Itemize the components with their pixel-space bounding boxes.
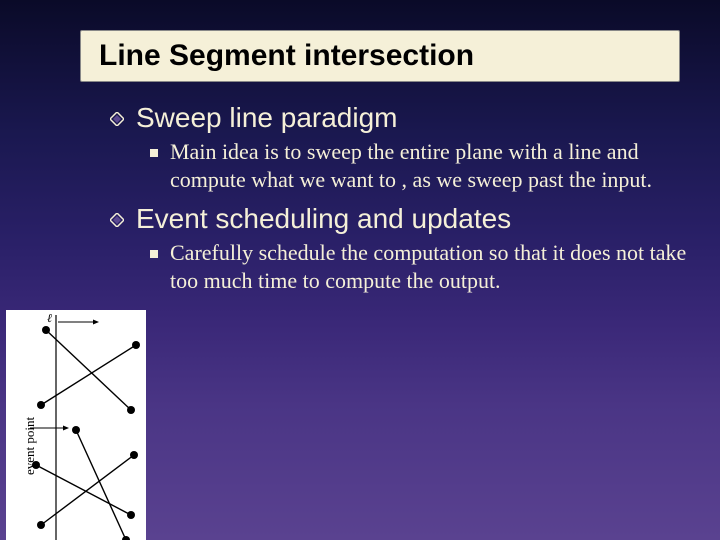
slide-title: Line Segment intersection — [99, 39, 661, 73]
bullet-level2: Carefully schedule the computation so th… — [150, 239, 690, 294]
diamond-bullet-icon — [110, 112, 124, 126]
bullet-level2: Main idea is to sweep the entire plane w… — [150, 138, 690, 193]
bullet-level1: Event scheduling and updates — [110, 203, 690, 235]
bullet-level1: Sweep line paradigm — [110, 102, 690, 134]
slide: Line Segment intersection Sweep line par… — [0, 30, 720, 540]
event-point-label: event point — [22, 417, 38, 475]
bullet-subtext: Carefully schedule the computation so th… — [170, 239, 690, 294]
content-area: Sweep line paradigm Main idea is to swee… — [0, 102, 720, 294]
bullet-heading: Event scheduling and updates — [136, 203, 511, 235]
bullet-heading: Sweep line paradigm — [136, 102, 398, 134]
sweep-line-diagram: ℓ event point — [6, 310, 146, 540]
sweep-line-label: ℓ — [47, 311, 52, 325]
square-bullet-icon — [150, 149, 158, 157]
diamond-bullet-icon — [110, 213, 124, 227]
square-bullet-icon — [150, 250, 158, 258]
title-bar: Line Segment intersection — [80, 30, 680, 82]
bullet-subtext: Main idea is to sweep the entire plane w… — [170, 138, 690, 193]
